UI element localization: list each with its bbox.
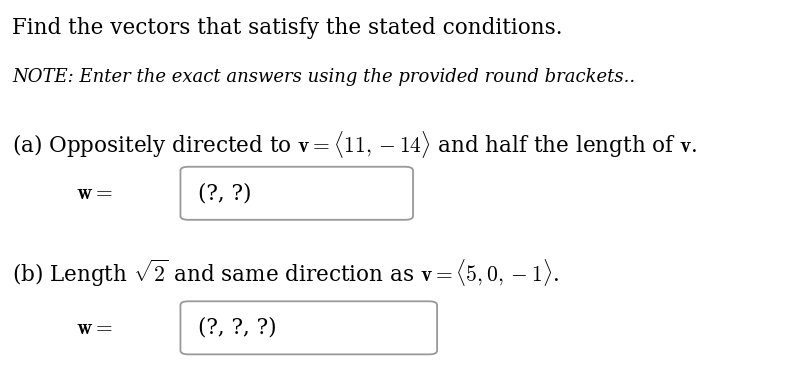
- Text: Find the vectors that satisfy the stated conditions.: Find the vectors that satisfy the stated…: [12, 17, 562, 39]
- FancyBboxPatch shape: [180, 167, 413, 220]
- Text: (?, ?): (?, ?): [198, 182, 252, 204]
- FancyBboxPatch shape: [180, 301, 437, 354]
- Text: $\mathbf{w} = $: $\mathbf{w} = $: [76, 317, 113, 339]
- Text: (?, ?, ?): (?, ?, ?): [198, 317, 277, 339]
- Text: (a) Oppositely directed to $\mathbf{v} = \langle 11, -14 \rangle$ and half the l: (a) Oppositely directed to $\mathbf{v} =…: [12, 129, 698, 160]
- Text: (b) Length $\sqrt{2}$ and same direction as $\mathbf{v} = \langle 5, 0, -1 \rang: (b) Length $\sqrt{2}$ and same direction…: [12, 258, 559, 289]
- Text: $\mathbf{w} = $: $\mathbf{w} = $: [76, 182, 113, 204]
- Text: NOTE: Enter the exact answers using the provided round brackets..: NOTE: Enter the exact answers using the …: [12, 68, 635, 86]
